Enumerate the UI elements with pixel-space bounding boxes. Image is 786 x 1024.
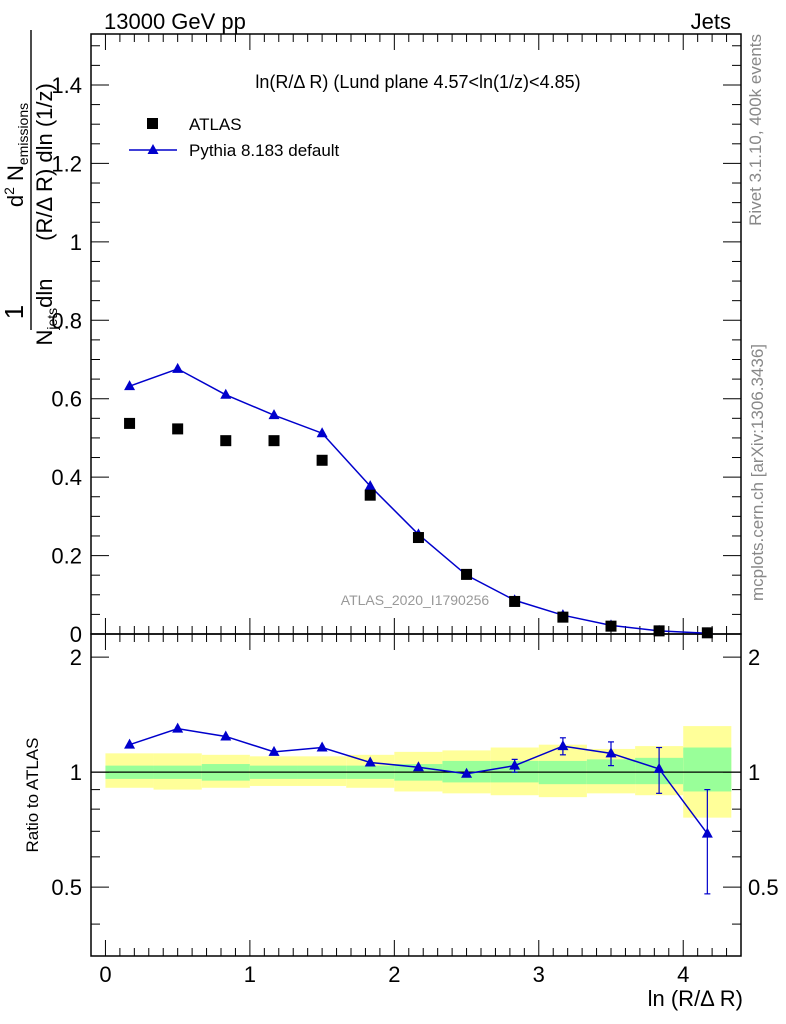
- pythia-ratio-point: [557, 740, 569, 751]
- main-y-tick-label: 0.8: [51, 308, 82, 333]
- ratio-y-tick-label: 1: [70, 760, 82, 785]
- pythia-point: [268, 409, 280, 420]
- atlas-point: [557, 611, 569, 623]
- pythia-ratio-point: [364, 756, 376, 767]
- ratio-y-tick-label-right: 2: [748, 645, 760, 670]
- header-right: Jets: [691, 9, 731, 34]
- main-y-tick-label: 0.4: [51, 465, 82, 490]
- main-y-tick-label: 0: [70, 622, 82, 647]
- x-tick-label: 0: [99, 962, 111, 987]
- atlas-point: [124, 417, 136, 429]
- atlas-point: [316, 454, 328, 466]
- atlas-point: [605, 620, 617, 632]
- ratio-plot-frame: [90, 633, 742, 957]
- pythia-ratio-point: [268, 745, 280, 756]
- atlas-point: [220, 435, 232, 447]
- band-inner: [683, 747, 732, 792]
- pythia-ratio-point: [653, 762, 665, 773]
- axis-tick-labels: 0 1 2 3 4 0 0.2 0.4 0.6 0.8 1 1.2 1.4 0.5 0.5 1 1 2 2: [51, 73, 778, 987]
- plot-title: ln(R/Δ R) (Lund plane 4.57<ln(1/z)<4.85): [255, 72, 580, 92]
- legend: ATLAS Pythia 8.183 default: [129, 115, 340, 160]
- main-y-tick-label: 0.6: [51, 387, 82, 412]
- pythia-point: [220, 388, 232, 399]
- pythia-ratio-point: [316, 741, 328, 752]
- svg-text:1: 1: [0, 305, 29, 319]
- pythia-ratio-point: [605, 747, 617, 758]
- pythia-ratio-point: [461, 767, 473, 778]
- pythia-point: [124, 380, 136, 391]
- atlas-point: [701, 627, 713, 639]
- ratio-y-tick-label: 0.5: [51, 875, 82, 900]
- svg-text:Njetsdln: Njetsdln: [32, 278, 60, 345]
- legend-pythia-label: Pythia 8.183 default: [189, 141, 340, 160]
- pythia-point: [172, 362, 184, 373]
- legend-pythia-marker: [147, 144, 159, 154]
- atlas-point: [653, 625, 665, 637]
- legend-atlas-marker: [147, 118, 158, 129]
- pythia-ratio-point: [124, 738, 136, 749]
- main-y-tick-label: 0.2: [51, 544, 82, 569]
- x-axis-label: ln (R/Δ R): [648, 986, 743, 1011]
- main-y-tick-label: 1.4: [51, 73, 82, 98]
- atlas-point: [461, 568, 473, 580]
- svg-text:(R/Δ R) dln (1/z): (R/Δ R) dln (1/z): [32, 83, 57, 241]
- ratio-y-tick-label-right: 0.5: [748, 875, 779, 900]
- ratio-y-tick-label-right: 1: [748, 760, 760, 785]
- x-tick-label: 3: [533, 962, 545, 987]
- svg-text:d2 Nemissions: d2 Nemissions: [1, 103, 31, 207]
- legend-atlas-label: ATLAS: [189, 115, 242, 134]
- pythia-ratio-point: [412, 761, 424, 772]
- pythia-ratio-point: [509, 759, 521, 770]
- atlas-main-series: [124, 417, 713, 639]
- pythia-ratio-series: [124, 722, 713, 895]
- atlas-point: [509, 595, 521, 607]
- x-tick-label: 1: [244, 962, 256, 987]
- analysis-id: ATLAS_2020_I1790256: [341, 592, 490, 608]
- pythia-ratio-point: [701, 827, 713, 838]
- header-left: 13000 GeV pp: [104, 9, 246, 34]
- pythia-point: [316, 427, 328, 438]
- x-tick-label: 2: [388, 962, 400, 987]
- pythia-point: [364, 480, 376, 491]
- main-y-tick-label: 1.2: [51, 151, 82, 176]
- atlas-point: [412, 532, 424, 544]
- pythia-ratio-point: [172, 722, 184, 733]
- atlas-point: [268, 435, 280, 447]
- axis-ticks: [91, 34, 742, 956]
- pythia-ratio-point: [220, 730, 232, 741]
- atlas-point: [364, 489, 376, 501]
- x-tick-label: 4: [677, 962, 689, 987]
- ratio-y-tick-label: 2: [70, 645, 82, 670]
- source-info: mcplots.cern.ch [arXiv:1306.3436]: [748, 344, 767, 601]
- ratio-y-axis-label: Ratio to ATLAS: [23, 738, 42, 853]
- main-y-tick-label: 1: [70, 230, 82, 255]
- rivet-info: Rivet 3.1.10, 400k events: [746, 34, 765, 226]
- main-y-axis-label: 1 Njetsdln d2 Nemissions (R/Δ R) dln (1/…: [0, 30, 60, 346]
- atlas-point: [172, 423, 184, 435]
